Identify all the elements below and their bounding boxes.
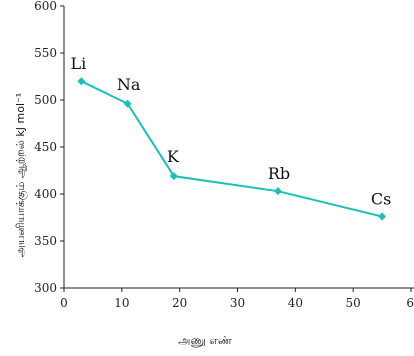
- y-tick-label: 600: [34, 0, 57, 13]
- y-tick-label: 350: [34, 234, 57, 248]
- point-label-cs: Cs: [371, 190, 391, 209]
- x-tick-label: 20: [172, 296, 187, 310]
- y-axis-label: அயனியாக்கும் ஆற்றல் kJ mol⁻¹: [14, 93, 29, 257]
- data-point-na: [123, 99, 132, 108]
- point-label-na: Na: [117, 75, 141, 94]
- y-ticks: 300 350 400 450 500 550 600: [34, 0, 64, 295]
- x-ticks: 0 10 20 30 40 50 6: [60, 288, 414, 310]
- point-labels: Li Na K Rb Cs: [70, 54, 391, 208]
- x-tick-label: 30: [230, 296, 245, 310]
- y-tick-label: 400: [34, 187, 57, 201]
- x-tick-label: 0: [60, 296, 68, 310]
- data-markers: [77, 77, 387, 221]
- data-point-k: [169, 172, 178, 181]
- x-tick-label: 6: [406, 296, 414, 310]
- y-tick-label: 300: [34, 281, 57, 295]
- point-label-rb: Rb: [268, 164, 290, 183]
- y-tick-label: 550: [34, 46, 57, 60]
- x-tick-label: 40: [288, 296, 303, 310]
- data-point-li: [77, 77, 86, 86]
- y-tick-label: 500: [34, 93, 57, 107]
- x-axis-label: அணு எண்: [178, 334, 232, 347]
- point-label-k: K: [167, 147, 180, 166]
- x-tick-label: 50: [346, 296, 361, 310]
- x-tick-label: 10: [114, 296, 129, 310]
- data-point-rb: [273, 187, 282, 196]
- data-point-cs: [378, 212, 387, 221]
- axes: [63, 6, 414, 289]
- point-label-li: Li: [70, 54, 86, 73]
- y-tick-label: 450: [34, 140, 57, 154]
